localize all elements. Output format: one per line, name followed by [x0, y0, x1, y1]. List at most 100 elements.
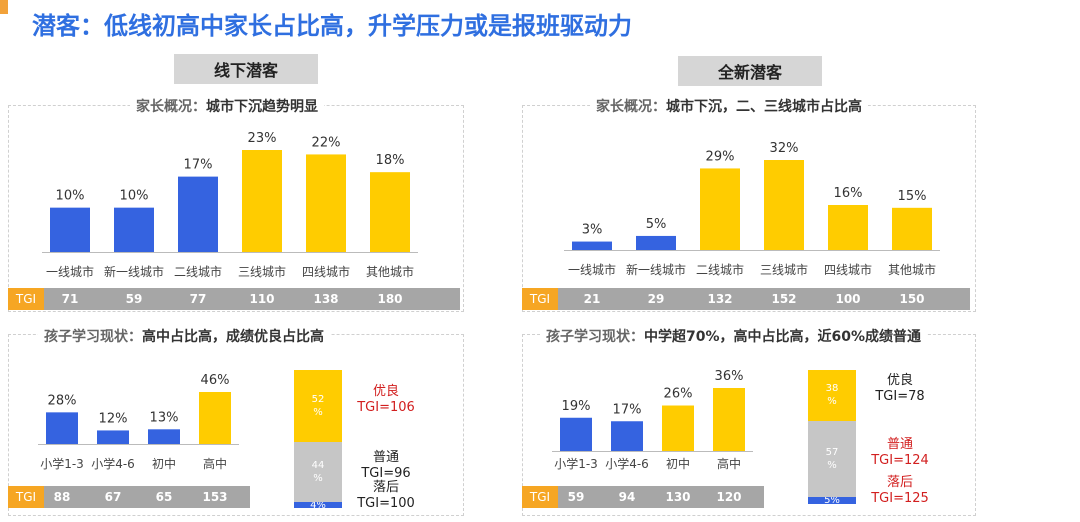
stacked-bar-labels: 优良 TGI=78 普通 TGI=124 落后 TGI=125: [860, 370, 940, 506]
category-label: 二线城市: [174, 264, 222, 279]
data-label: 10%: [56, 189, 85, 204]
stacked-bar-labels: 优良 TGI=106 普通 TGI=96 落后 TGI=100: [346, 370, 426, 512]
bar-chart-children-new: 19% 小学1-3 17% 小学4-6 26% 初中 36% 高中: [552, 369, 753, 471]
stack-segment-name: 优良: [372, 383, 399, 399]
category-label: 高中: [717, 456, 741, 471]
stack-segment-name: 落后: [886, 475, 913, 491]
section-tab-offline: 线下潜客: [174, 54, 318, 84]
category-label: 新一线城市: [104, 264, 164, 279]
chart-subtitle: 家长概况：城市下沉趋势明显: [130, 96, 324, 116]
stack-segment-value: 4%: [310, 502, 326, 508]
tgi-value: 138: [313, 292, 339, 306]
stack-segment-tgi: TGI=96: [361, 466, 411, 482]
data-label: 18%: [376, 153, 405, 168]
bar-chart-parents-new: 3% 一线城市 5% 新一线城市 29% 二线城市 32% 三线城市 16% 四线城市 15% 其他城…: [564, 141, 940, 277]
stack-segment-value: 57: [825, 447, 839, 459]
stack-segment-name: 落后: [372, 480, 399, 496]
bar: [764, 160, 804, 250]
bar: [148, 429, 180, 444]
bar: [560, 417, 592, 451]
stack-segment-unit: %: [313, 406, 323, 418]
stack-segment-tgi: TGI=124: [871, 453, 929, 469]
bar: [828, 205, 868, 250]
category-label: 新一线城市: [626, 262, 686, 277]
data-label: 32%: [770, 141, 799, 156]
bar: [242, 150, 282, 252]
stack-segment-label: 普通 TGI=124: [860, 437, 940, 469]
data-label: 17%: [613, 402, 642, 417]
stack-segment: 52%: [294, 370, 342, 442]
bar: [636, 235, 676, 250]
tgi-value: 21: [583, 292, 601, 306]
subtitle-text: 城市下沉，二、三线城市占比高: [666, 99, 862, 115]
tgi-value: 94: [618, 490, 636, 504]
stack-segment-tgi: TGI=106: [357, 399, 415, 415]
category-label: 高中: [203, 456, 227, 471]
tgi-label: TGI: [522, 486, 558, 508]
bar: [97, 430, 129, 444]
stack-segment-name: 普通: [372, 450, 399, 466]
tgi-value: 150: [899, 292, 925, 306]
data-label: 46%: [201, 373, 230, 388]
chart-subtitle: 孩子学习现状：高中占比高，成绩优良占比高: [38, 326, 330, 346]
tgi-row: 21 29 132 152 100 150: [558, 288, 970, 310]
stack-segment-name: 普通: [886, 437, 913, 453]
bar: [611, 421, 643, 451]
bar: [662, 405, 694, 451]
stack-segment-value: 44: [311, 460, 325, 472]
bar: [199, 392, 231, 444]
tgi-value: 65: [155, 490, 173, 504]
data-label: 10%: [120, 189, 149, 204]
stack-segment-unit: %: [827, 396, 837, 408]
stack-segment: 57%: [808, 420, 856, 498]
stack-segment-unit: %: [313, 473, 323, 485]
tgi-value: 77: [189, 292, 207, 306]
category-label: 小学1-3: [40, 456, 84, 471]
chart-subtitle: 家长概况：城市下沉，二、三线城市占比高: [590, 96, 868, 116]
tgi-row: 88 67 65 153: [44, 486, 250, 508]
data-label: 15%: [898, 189, 927, 204]
stack-segment-value: 52: [311, 393, 325, 405]
tgi-value: 100: [835, 292, 861, 306]
stack-segment: 4%: [294, 502, 342, 508]
tgi-value: 120: [716, 490, 742, 504]
category-label: 一线城市: [46, 264, 94, 279]
bar: [46, 412, 78, 444]
bar: [572, 241, 612, 250]
bar: [114, 207, 154, 252]
category-label: 其他城市: [366, 264, 414, 279]
category-label: 四线城市: [302, 264, 350, 279]
corner-accent: [0, 0, 8, 14]
data-label: 23%: [248, 131, 277, 146]
category-label: 三线城市: [238, 264, 286, 279]
tgi-value: 59: [125, 292, 143, 306]
tgi-value: 180: [377, 292, 403, 306]
stack-segment-tgi: TGI=100: [357, 496, 415, 512]
category-label: 二线城市: [696, 262, 744, 277]
tgi-value: 88: [53, 490, 71, 504]
tgi-row: 59 94 130 120: [558, 486, 764, 508]
subtitle-prefix: 家长概况：: [136, 99, 206, 115]
data-label: 3%: [582, 223, 603, 238]
data-label: 17%: [184, 158, 213, 173]
tgi-value: 153: [202, 490, 228, 504]
stack-segment: 5%: [808, 497, 856, 504]
category-label: 小学4-6: [605, 456, 649, 471]
data-label: 28%: [48, 393, 77, 408]
stack-segment-name: 优良: [886, 373, 913, 389]
tgi-value: 132: [707, 292, 733, 306]
tgi-value: 130: [665, 490, 691, 504]
stack-segment: 44%: [294, 441, 342, 503]
category-label: 初中: [152, 456, 176, 471]
category-label: 小学1-3: [554, 456, 598, 471]
bar: [700, 168, 740, 250]
bar: [892, 207, 932, 250]
stack-segment-label: 优良 TGI=78: [860, 373, 940, 405]
data-label: 12%: [99, 411, 128, 426]
tgi-row: 71 59 77 110 138 180: [44, 288, 460, 310]
stacked-bar-grades-offline: 52% 44% 4%: [294, 370, 342, 508]
tgi-value: 29: [647, 292, 665, 306]
tgi-value: 152: [771, 292, 797, 306]
category-label: 四线城市: [824, 262, 872, 277]
data-label: 5%: [646, 217, 667, 232]
